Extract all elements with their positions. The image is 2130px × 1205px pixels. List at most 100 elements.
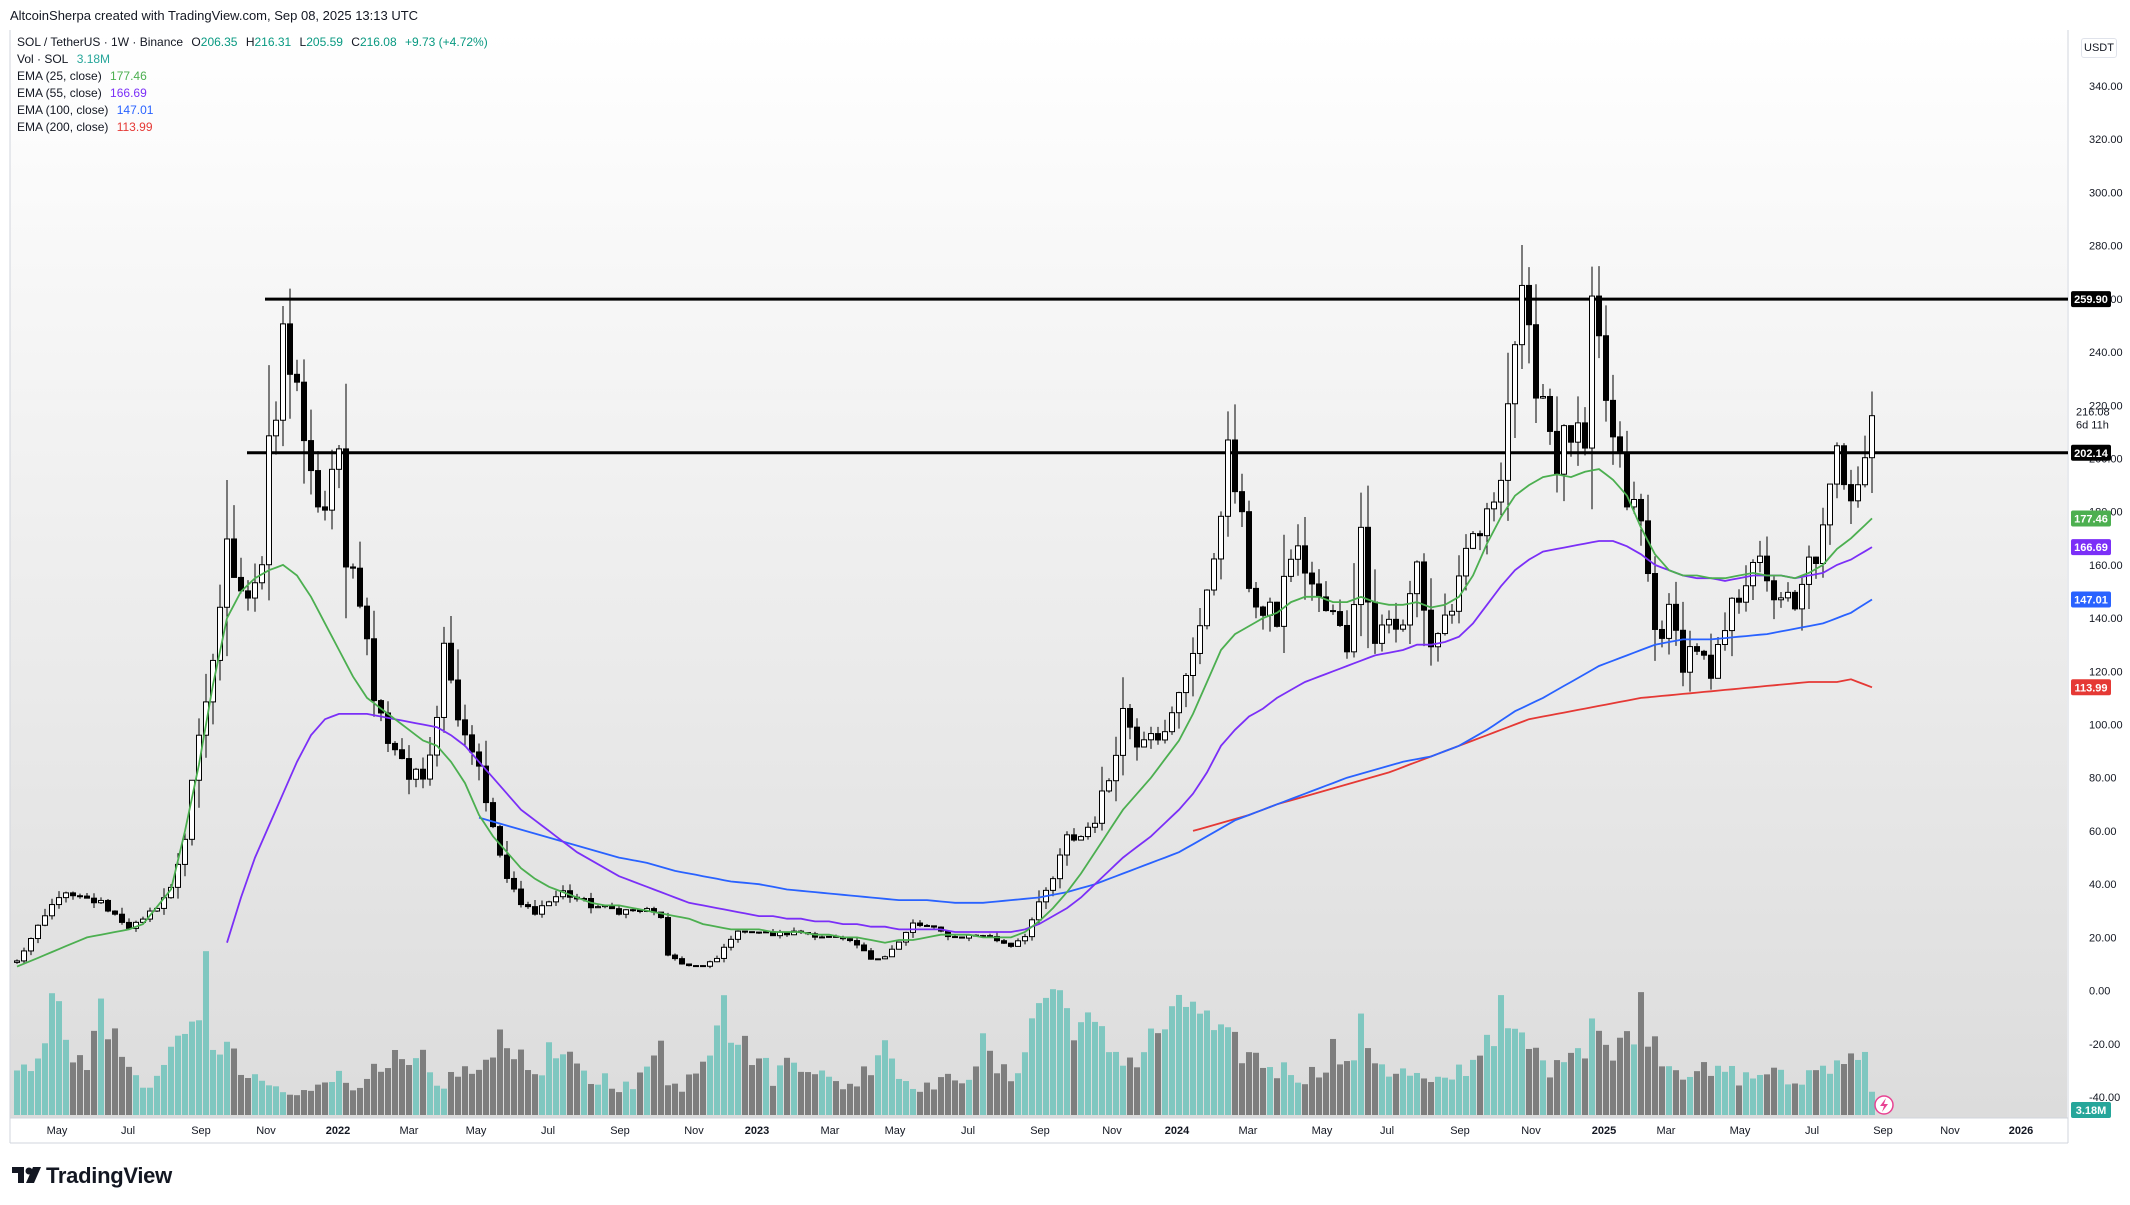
x-tick-label: Nov: [684, 1125, 704, 1137]
candle-up: [1064, 834, 1070, 856]
candle-up: [707, 961, 713, 967]
volume-bar: [336, 1070, 342, 1115]
legend-ema55-row[interactable]: EMA (55, close) 166.69: [17, 85, 498, 102]
volume-bar: [651, 1055, 657, 1115]
volume-bar: [784, 1057, 790, 1115]
volume-bar: [238, 1074, 244, 1115]
volume-bar: [1449, 1079, 1455, 1115]
candle-down: [350, 566, 356, 569]
volume-bar: [882, 1040, 888, 1115]
legend-ema200-row[interactable]: EMA (200, close) 113.99: [17, 119, 498, 136]
y-tick-label: 300.00: [2089, 187, 2123, 199]
candle-up: [1407, 593, 1413, 626]
volume-bar: [1764, 1074, 1770, 1115]
candle-down: [616, 908, 622, 915]
legend-symbol[interactable]: SOL / TetherUS · 1W · Binance: [17, 35, 184, 49]
volume-bar: [210, 1049, 216, 1115]
candle-up: [714, 957, 720, 963]
candle-down: [231, 538, 237, 578]
candle-down: [1841, 445, 1847, 486]
volume-bar: [1498, 995, 1504, 1115]
volume-bar: [602, 1073, 608, 1115]
x-tick-label: Jul: [961, 1125, 975, 1137]
candle-up: [1176, 692, 1182, 714]
legend-ema100-row[interactable]: EMA (100, close) 147.01: [17, 102, 498, 119]
candle-up: [882, 956, 888, 960]
volume-bar: [21, 1064, 27, 1115]
candle-down: [91, 897, 97, 904]
volume-bar: [791, 1062, 797, 1115]
candle-up: [1869, 415, 1875, 459]
volume-bar: [1750, 1078, 1756, 1115]
volume-bar: [1435, 1076, 1441, 1115]
volume-bar: [427, 1072, 433, 1115]
candle-up: [1106, 780, 1112, 792]
volume-bar: [14, 1070, 20, 1115]
candle-down: [1246, 511, 1252, 589]
candle-down: [1547, 396, 1553, 432]
candle-down: [1617, 436, 1623, 454]
ema-25-line: [16, 468, 1873, 968]
candle-down: [364, 605, 370, 640]
legend-ema25-row[interactable]: EMA (25, close) 177.46: [17, 68, 498, 85]
candle-up: [1498, 479, 1504, 503]
volume-bar: [609, 1088, 615, 1115]
volume-bar: [1099, 1026, 1105, 1115]
candle-down: [700, 965, 706, 968]
currency-unit-button[interactable]: USDT: [2081, 38, 2117, 58]
candle-down: [1393, 618, 1399, 630]
x-tick-label: May: [47, 1125, 68, 1137]
volume-bar: [42, 1043, 48, 1115]
volume-bar: [504, 1048, 510, 1115]
volume-bar: [1631, 1044, 1637, 1115]
candle-down: [1603, 335, 1609, 401]
ema-price-tag: [2071, 679, 2111, 696]
candle-up: [217, 606, 223, 661]
legend-symbol-row: SOL / TetherUS · 1W · Binance O206.35 H2…: [17, 34, 498, 51]
candle-up: [1666, 603, 1672, 639]
volume-bar: [1463, 1076, 1469, 1115]
candle-up: [224, 538, 230, 608]
candle-up: [721, 946, 727, 959]
volume-value-tag: [2071, 1102, 2111, 1118]
candle-up: [1757, 555, 1763, 563]
legend-ema55-label: EMA (55, close): [17, 86, 102, 100]
volume-bar: [966, 1079, 972, 1115]
legend-volume-label[interactable]: Vol · SOL: [17, 52, 69, 66]
candle-up: [1267, 601, 1273, 616]
y-tick-label: -40.00: [2089, 1092, 2120, 1104]
x-tick-label: Nov: [1102, 1125, 1122, 1137]
candle-up: [1463, 547, 1469, 577]
candle-up: [546, 901, 552, 907]
volume-bar: [665, 1085, 671, 1115]
volume-bar: [1078, 1022, 1084, 1115]
bolt-icon-glyph: [1880, 1098, 1888, 1112]
candle-down: [672, 954, 678, 960]
candle-down: [1792, 591, 1798, 610]
candle-up: [889, 948, 895, 958]
volume-bar: [735, 1044, 741, 1115]
volume-bar: [1771, 1067, 1777, 1115]
volume-bar: [1589, 1018, 1595, 1115]
volume-bar: [833, 1081, 839, 1115]
volume-bar: [1036, 1003, 1042, 1115]
chart-legend: SOL / TetherUS · 1W · Binance O206.35 H2…: [17, 34, 498, 136]
tradingview-logo[interactable]: TradingView: [12, 1163, 172, 1189]
candle-up: [539, 905, 545, 915]
volume-bar: [644, 1066, 650, 1115]
volume-bar: [91, 1030, 97, 1115]
candle-down: [1316, 583, 1322, 598]
volume-bar: [1043, 997, 1049, 1115]
candle-up: [1379, 624, 1385, 644]
volume-bar: [1400, 1068, 1406, 1115]
volume-bar: [378, 1071, 384, 1115]
volume-bar: [1638, 992, 1644, 1115]
candle-up: [182, 838, 188, 865]
candle-down: [105, 899, 111, 912]
candle-up: [1631, 498, 1637, 508]
candle-down: [1477, 533, 1483, 537]
candle-up: [630, 909, 636, 912]
candle-down: [315, 470, 321, 508]
x-tick-label: May: [1730, 1125, 1751, 1137]
